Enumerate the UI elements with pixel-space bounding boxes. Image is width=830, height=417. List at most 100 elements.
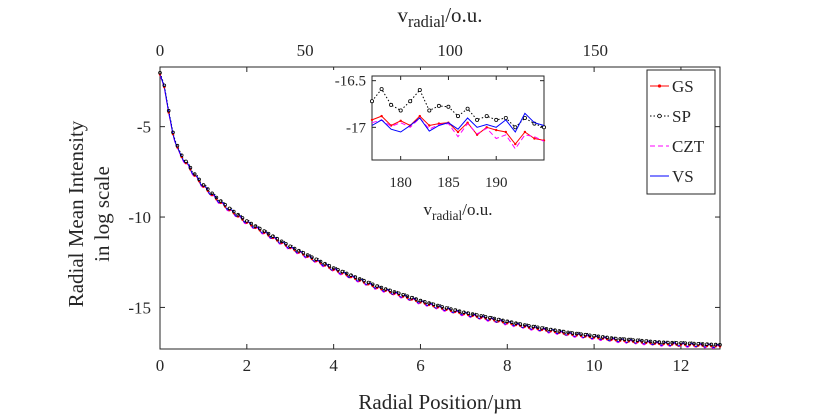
sp-point [375,284,379,288]
y-tick-label: -15 [128,298,151,317]
inset-series-czt [371,117,545,150]
sp-point [696,341,701,346]
sp-point [679,341,683,345]
inset-gs-point [370,118,374,122]
sp-point [179,153,184,158]
sp-point [210,191,214,196]
legend: GS SP CZT VS [646,69,716,195]
sp-point [479,314,484,318]
sp-point [522,323,527,327]
sp-point [401,292,405,297]
sp-point [318,259,323,264]
inset-y-tick-label: -16.5 [335,74,366,90]
sp-point [574,331,579,336]
y-tick-label: -5 [137,118,151,137]
inset-sp-point [484,114,489,119]
sp-point [249,221,254,226]
sp-point [158,71,162,75]
x-tick-label: 2 [243,356,252,375]
sp-point [579,332,583,337]
sp-point [553,328,557,333]
inset-gs-point [456,130,460,134]
sp-point [349,273,353,278]
sp-point [718,342,722,347]
sp-point [396,291,401,296]
sp-point [557,329,562,333]
sp-point [518,322,523,326]
sp-point [383,287,388,291]
sp-point [427,301,431,305]
inset-sp-point [436,103,441,108]
sp-point [301,251,306,255]
inset-sp-point [503,116,508,121]
sp-point [245,219,249,223]
sp-point [227,206,232,211]
inset-y-tick-label: -17 [346,120,366,136]
inset-sp-point [446,104,451,109]
sp-point [171,130,175,135]
inset-gs-point [466,121,469,124]
sp-point [635,338,640,343]
inset-sp-point [494,117,499,122]
sp-point [535,325,540,330]
sp-point [279,239,284,244]
inset-gs-point [380,114,383,118]
sp-point [501,318,505,323]
inset-gs-point [428,124,431,127]
sp-point [626,337,631,342]
inset-sp-point [465,106,470,111]
sp-point [653,339,657,344]
sp-point [266,231,271,236]
sp-point [570,331,575,335]
sp-point [587,333,592,338]
inset-gs-point [418,114,421,118]
inset-series-vs [371,112,545,133]
inset-x-tick-label: 190 [485,175,508,191]
sp-point [192,172,197,176]
sp-point [674,341,679,345]
x-tick-label: 12 [672,356,689,375]
inset-sp-point [389,102,394,107]
series-line-vs [159,74,721,349]
sp-point [600,335,605,339]
legend-label-sp: SP [672,107,691,126]
legend-label-czt: CZT [672,137,705,156]
sp-point [297,248,301,253]
inset-gs-point [523,130,527,134]
sp-point [640,338,644,343]
inset-sp-point [542,125,547,130]
sp-point [561,329,566,334]
legend-box [646,69,716,195]
sp-point [166,108,171,113]
legend-label-gs: GS [672,77,694,96]
x-axis-title: Radial Position/µm [358,390,521,414]
sp-point [327,263,332,268]
x-tick-label: 10 [586,356,603,375]
sp-point [648,339,653,344]
sp-point [605,335,609,340]
sp-point [414,297,418,301]
sp-point [618,337,622,341]
sp-point [700,342,705,346]
sp-point [466,311,471,316]
sp-point [362,278,366,283]
sp-point [609,336,614,340]
x-tick-label: 0 [156,356,165,375]
sp-point [531,324,536,329]
inset-sp-point [379,87,384,92]
sp-point [631,338,635,342]
sp-point [405,294,410,299]
sp-point [670,340,674,345]
sp-point [197,177,201,182]
sp-point [692,341,696,346]
inset-sp-point [408,99,413,104]
sp-point [453,308,458,312]
inset-sp-point [369,99,374,104]
sp-point [206,187,210,191]
sp-point [370,282,375,287]
sp-point [232,209,236,214]
inset-gs-point [399,119,402,123]
sp-point [440,305,445,309]
sp-point [271,234,275,239]
